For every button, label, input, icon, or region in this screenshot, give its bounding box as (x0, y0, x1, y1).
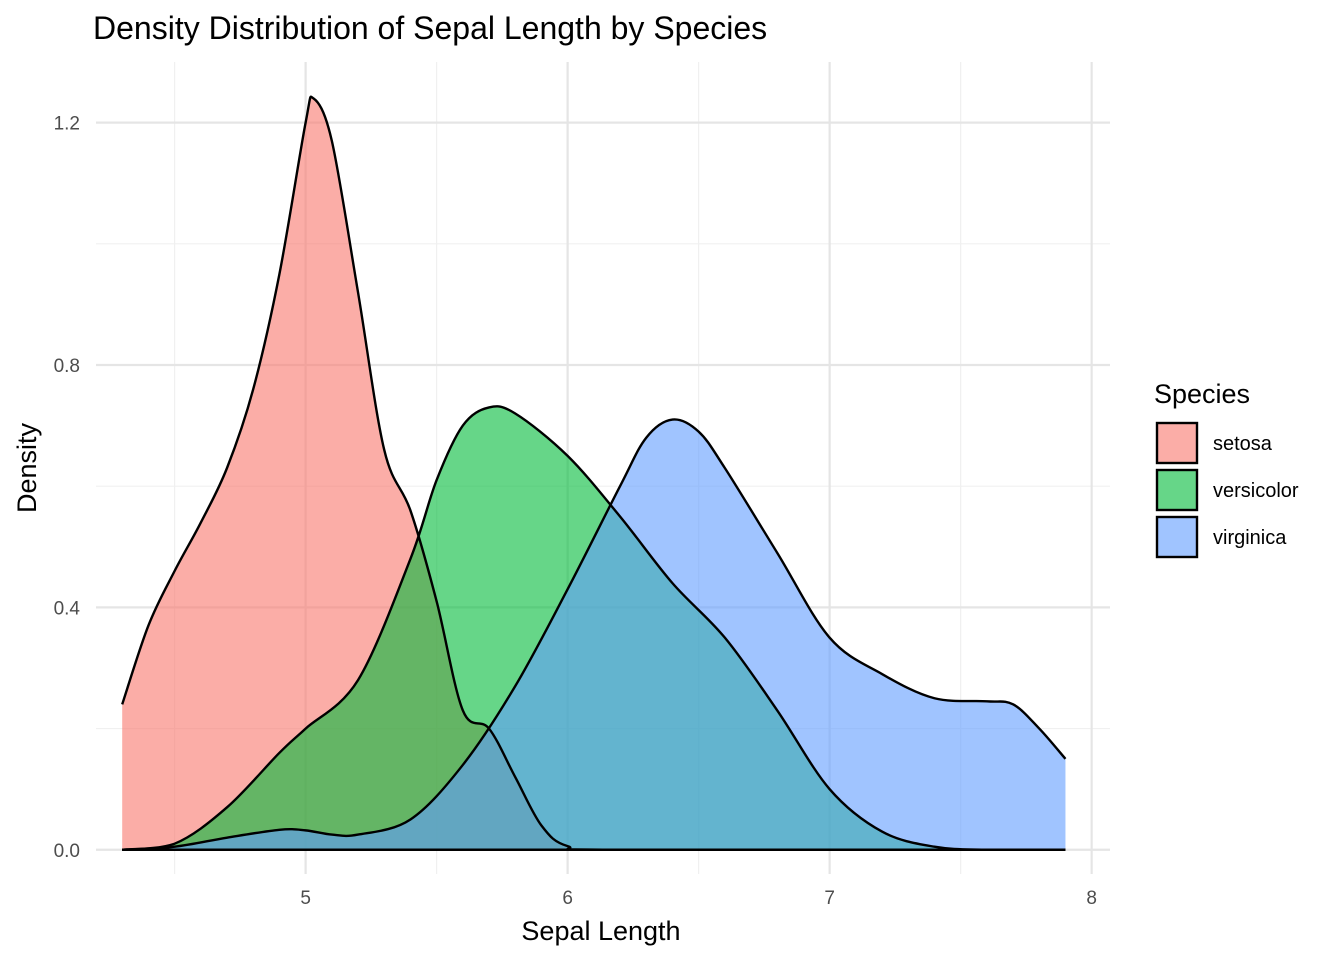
x-tick-label: 8 (1086, 888, 1097, 909)
density-area-setosa (122, 96, 1066, 850)
density-area-virginica (122, 419, 1066, 850)
x-tick-label: 6 (562, 888, 573, 909)
x-axis-title: Sepal Length (521, 916, 680, 946)
legend-label-versicolor: versicolor (1213, 480, 1299, 502)
density-outline-setosa (121, 95, 1066, 851)
legend-label-setosa: setosa (1213, 433, 1273, 455)
y-axis-title: Density (12, 422, 42, 513)
legend-swatch-setosa (1155, 421, 1199, 465)
legend: Species setosa versicolor virginica (1154, 379, 1299, 559)
x-axis-ticks: 5 6 7 8 (300, 888, 1097, 909)
y-tick-label: 1.2 (54, 114, 80, 135)
y-tick-label: 0.0 (54, 841, 80, 862)
legend-swatch-virginica (1155, 515, 1199, 559)
y-axis-ticks: 0.0 0.4 0.8 1.2 (54, 114, 81, 862)
density-outline-versicolor (122, 405, 1066, 851)
legend-label-virginica: virginica (1213, 527, 1287, 549)
density-areas (122, 96, 1066, 850)
x-tick-label: 5 (300, 888, 311, 909)
y-tick-label: 0.8 (54, 356, 80, 377)
y-tick-label: 0.4 (54, 598, 81, 619)
legend-title: Species (1154, 379, 1250, 409)
legend-swatch-versicolor (1155, 468, 1199, 512)
chart-title: Density Distribution of Sepal Length by … (93, 10, 767, 46)
density-outline-virginica (122, 418, 1067, 851)
density-outlines (121, 95, 1067, 851)
x-tick-label: 7 (824, 888, 835, 909)
